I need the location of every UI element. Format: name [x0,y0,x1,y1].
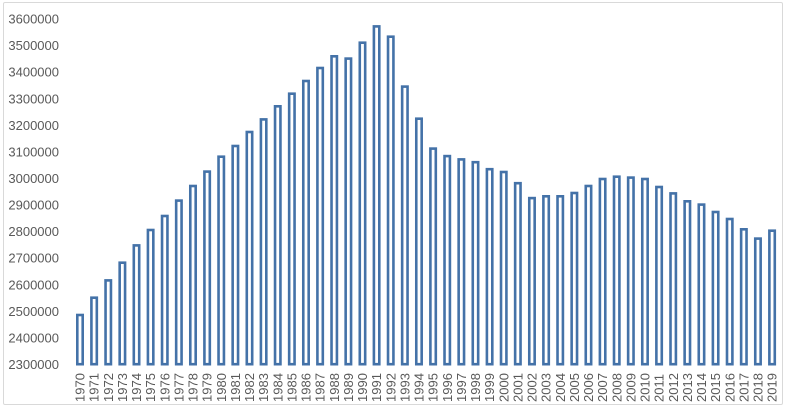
svg-text:1998: 1998 [468,373,483,402]
svg-text:2600000: 2600000 [8,277,59,292]
svg-text:1986: 1986 [299,373,314,402]
svg-text:3400000: 3400000 [8,65,59,80]
svg-text:1980: 1980 [214,373,229,402]
svg-text:3100000: 3100000 [8,144,59,159]
svg-text:1975: 1975 [143,373,158,402]
svg-text:1973: 1973 [115,373,130,402]
svg-text:3500000: 3500000 [8,38,59,53]
svg-text:2015: 2015 [708,373,723,402]
svg-text:2018: 2018 [751,373,766,402]
svg-text:1993: 1993 [397,373,412,402]
svg-text:3300000: 3300000 [8,91,59,106]
svg-text:2013: 2013 [680,373,695,402]
svg-text:2006: 2006 [581,373,596,402]
svg-text:1994: 1994 [412,373,427,402]
svg-text:2001: 2001 [510,373,525,402]
svg-text:3600000: 3600000 [8,12,59,27]
svg-text:2019: 2019 [765,373,780,402]
svg-text:1987: 1987 [313,373,328,402]
svg-text:1977: 1977 [171,373,186,402]
svg-text:1992: 1992 [383,373,398,402]
svg-text:1982: 1982 [242,373,257,402]
svg-text:1970: 1970 [73,373,88,402]
svg-text:1974: 1974 [129,373,144,402]
svg-text:1999: 1999 [482,373,497,402]
svg-text:2300000: 2300000 [8,357,59,372]
svg-text:2017: 2017 [736,373,751,402]
svg-text:1988: 1988 [327,373,342,402]
svg-text:1972: 1972 [101,373,116,402]
svg-text:2009: 2009 [623,373,638,402]
svg-text:1985: 1985 [284,373,299,402]
svg-text:1997: 1997 [454,373,469,402]
svg-text:1989: 1989 [341,373,356,402]
svg-text:1990: 1990 [355,373,370,402]
svg-text:2005: 2005 [567,373,582,402]
svg-text:2007: 2007 [595,373,610,402]
svg-text:2002: 2002 [525,373,540,402]
svg-text:2011: 2011 [652,374,667,402]
svg-text:1981: 1981 [228,373,243,402]
svg-text:2016: 2016 [722,373,737,402]
svg-text:2008: 2008 [609,373,624,402]
svg-text:2800000: 2800000 [8,224,59,239]
svg-text:1996: 1996 [440,373,455,402]
svg-text:1976: 1976 [157,373,172,402]
svg-text:2500000: 2500000 [8,304,59,319]
svg-text:2400000: 2400000 [8,330,59,345]
svg-text:2012: 2012 [666,373,681,402]
svg-text:3200000: 3200000 [8,118,59,133]
svg-text:1983: 1983 [256,373,271,402]
svg-text:2010: 2010 [638,373,653,402]
svg-text:3000000: 3000000 [8,171,59,186]
svg-text:1991: 1991 [369,373,384,402]
svg-text:1984: 1984 [270,373,285,402]
svg-text:2014: 2014 [694,373,709,402]
svg-text:1979: 1979 [200,373,215,402]
svg-text:2700000: 2700000 [8,251,59,266]
svg-text:1995: 1995 [426,373,441,402]
svg-text:2003: 2003 [539,373,554,402]
svg-text:2900000: 2900000 [8,198,59,213]
svg-text:1978: 1978 [186,373,201,402]
svg-text:2000: 2000 [496,373,511,402]
svg-text:2004: 2004 [553,373,568,402]
svg-text:1971: 1971 [87,373,102,402]
